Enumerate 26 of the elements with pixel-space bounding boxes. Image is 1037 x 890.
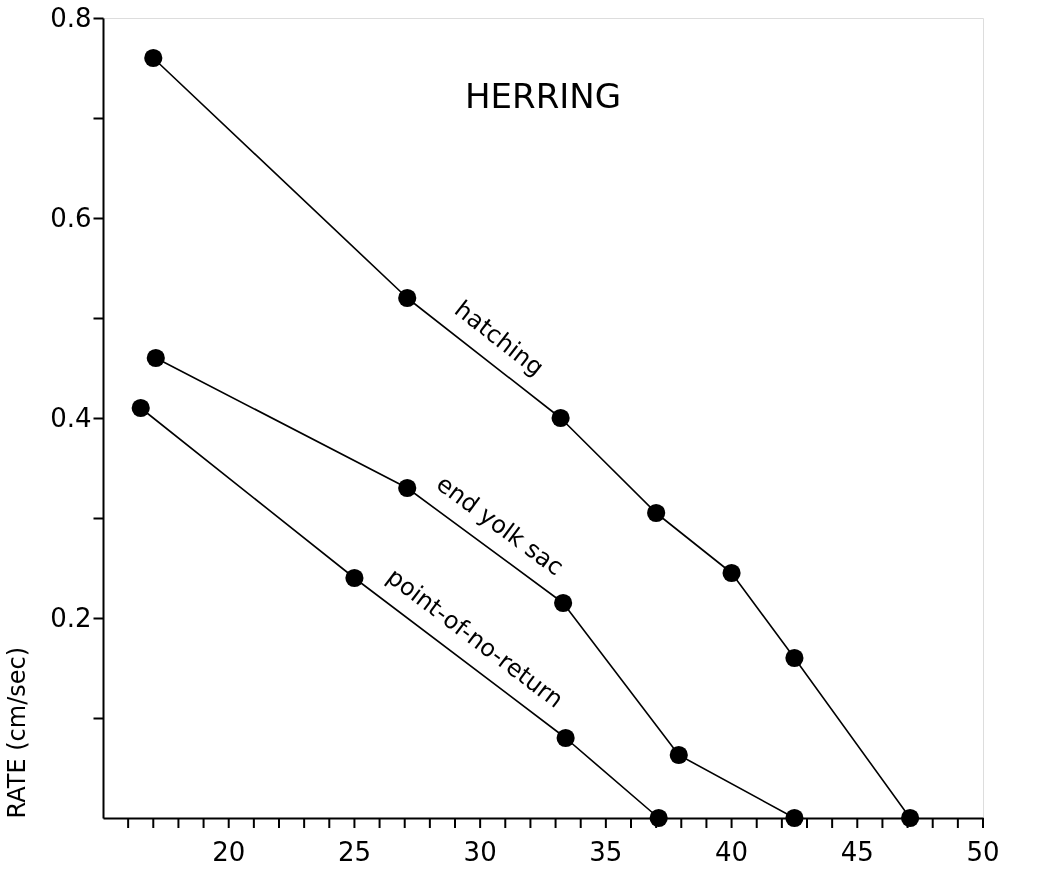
x-tick-label: 25 xyxy=(337,837,371,867)
point xyxy=(144,48,163,68)
point xyxy=(551,408,570,428)
x-tick-label: 30 xyxy=(463,837,497,867)
point xyxy=(345,568,364,588)
y-tick-label: 0.4 xyxy=(50,402,92,433)
point xyxy=(146,348,165,368)
point xyxy=(647,503,666,523)
x-tick-label: 45 xyxy=(840,837,874,867)
y-tick-label: 0.2 xyxy=(50,602,92,633)
text: HERRING xyxy=(464,76,622,116)
x-tick-label: 35 xyxy=(589,837,623,867)
point xyxy=(556,728,575,748)
x-tick-label: 20 xyxy=(212,837,246,867)
x-tick-label: 40 xyxy=(715,837,749,867)
point xyxy=(398,288,417,308)
point xyxy=(398,478,417,498)
y-tick-label: 0.6 xyxy=(50,202,92,233)
y-tick-label: 0.8 xyxy=(50,2,92,33)
x-tick-label: 50 xyxy=(966,837,1000,867)
point xyxy=(722,563,741,583)
point xyxy=(785,648,804,668)
point xyxy=(785,808,804,828)
point xyxy=(131,398,150,418)
point xyxy=(669,745,688,765)
y-axis-title: RATE (cm/sec) xyxy=(3,646,32,819)
